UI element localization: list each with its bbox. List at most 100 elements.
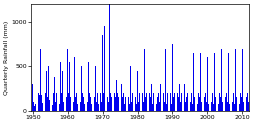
Bar: [125, 102, 126, 111]
Bar: [178, 84, 179, 111]
Bar: [41, 95, 42, 111]
Bar: [161, 53, 162, 111]
Bar: [91, 84, 92, 111]
Bar: [166, 93, 167, 111]
Bar: [134, 93, 135, 111]
Bar: [94, 97, 95, 111]
Bar: [131, 93, 132, 111]
Bar: [51, 97, 52, 111]
Bar: [101, 102, 102, 111]
Bar: [153, 102, 154, 111]
Bar: [68, 93, 69, 111]
Bar: [72, 84, 73, 111]
Bar: [209, 97, 210, 111]
Bar: [132, 97, 133, 111]
Bar: [77, 48, 78, 111]
Bar: [53, 93, 54, 111]
Bar: [171, 44, 172, 111]
Bar: [190, 93, 191, 111]
Bar: [213, 53, 214, 111]
Bar: [47, 97, 48, 111]
Bar: [52, 105, 53, 111]
Bar: [157, 93, 158, 111]
Bar: [218, 93, 219, 111]
Bar: [181, 104, 182, 111]
Bar: [173, 93, 174, 111]
Bar: [145, 93, 146, 111]
Bar: [65, 93, 66, 111]
Bar: [188, 97, 189, 111]
Bar: [128, 97, 129, 111]
Bar: [241, 48, 242, 111]
Bar: [231, 102, 232, 111]
Bar: [118, 104, 119, 111]
Bar: [242, 102, 243, 111]
Bar: [60, 62, 61, 111]
Bar: [233, 104, 234, 111]
Bar: [84, 40, 85, 111]
Bar: [172, 97, 173, 111]
Bar: [100, 93, 101, 111]
Y-axis label: Quarterly Rainfall (mm): Quarterly Rainfall (mm): [4, 20, 9, 94]
Bar: [86, 93, 87, 111]
Bar: [187, 104, 188, 111]
Bar: [239, 93, 240, 111]
Bar: [162, 97, 163, 111]
Bar: [37, 84, 38, 111]
Bar: [80, 102, 81, 111]
Bar: [176, 104, 177, 111]
Bar: [120, 102, 121, 111]
Bar: [92, 102, 93, 111]
Bar: [105, 13, 106, 111]
Bar: [168, 57, 169, 111]
Bar: [106, 93, 107, 111]
Bar: [212, 104, 213, 111]
Bar: [247, 102, 248, 111]
Bar: [127, 93, 128, 111]
Bar: [160, 104, 161, 111]
Bar: [110, 97, 111, 111]
Bar: [234, 48, 235, 111]
Bar: [221, 102, 222, 111]
Bar: [232, 93, 233, 111]
Bar: [88, 62, 89, 111]
Bar: [158, 102, 159, 111]
Bar: [139, 97, 140, 111]
Bar: [38, 93, 39, 111]
Bar: [44, 62, 45, 111]
Bar: [85, 97, 86, 111]
Bar: [95, 66, 96, 111]
Bar: [206, 57, 207, 111]
Bar: [201, 93, 202, 111]
Bar: [137, 102, 138, 111]
Bar: [229, 93, 230, 111]
Bar: [74, 57, 75, 111]
Bar: [175, 62, 176, 111]
Bar: [147, 71, 148, 111]
Bar: [119, 93, 120, 111]
Bar: [34, 106, 35, 111]
Bar: [219, 97, 220, 111]
Bar: [207, 104, 208, 111]
Bar: [148, 102, 149, 111]
Bar: [48, 66, 49, 111]
Bar: [200, 102, 201, 111]
Bar: [198, 97, 199, 111]
Bar: [46, 71, 47, 111]
Bar: [129, 104, 130, 111]
Bar: [245, 97, 246, 111]
Bar: [73, 102, 74, 111]
Bar: [90, 104, 91, 111]
Bar: [237, 53, 238, 111]
Bar: [165, 104, 166, 111]
Bar: [192, 53, 193, 111]
Bar: [138, 93, 139, 111]
Bar: [214, 97, 215, 111]
Bar: [184, 102, 185, 111]
Bar: [220, 48, 221, 111]
Bar: [208, 93, 209, 111]
Bar: [59, 104, 60, 111]
Bar: [124, 97, 125, 111]
Bar: [99, 97, 100, 111]
Bar: [71, 93, 72, 111]
